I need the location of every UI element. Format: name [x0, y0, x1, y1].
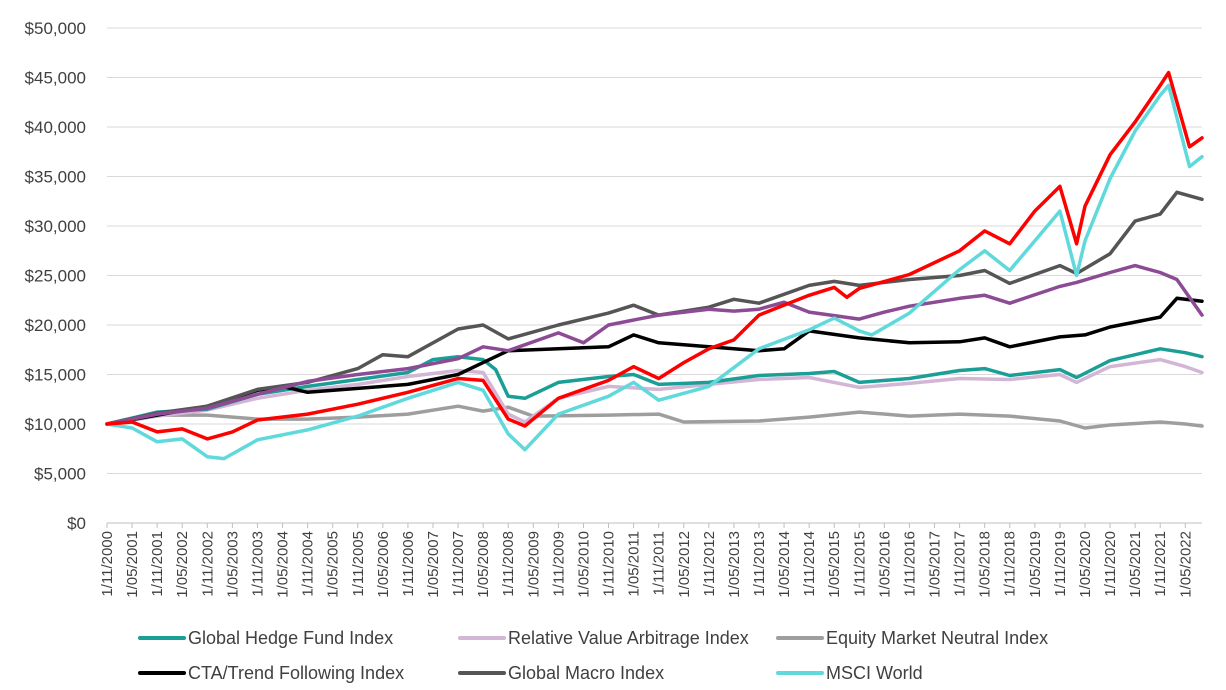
x-tick-label: 1/05/2022 [1177, 531, 1194, 598]
x-tick-label: 1/05/2010 [575, 531, 592, 598]
x-tick-label: 1/05/2009 [525, 531, 542, 598]
y-tick-label: $50,000 [25, 19, 86, 38]
x-tick-label: 1/11/2000 [99, 531, 116, 597]
series-line-cta-trend-following-index [105, 296, 1204, 426]
x-tick-label: 1/05/2012 [676, 531, 693, 598]
x-tick-label: 1/11/2020 [1102, 531, 1119, 597]
x-tick-label: 1/05/2005 [325, 531, 342, 598]
x-tick-label: 1/05/2006 [375, 531, 392, 598]
y-tick-label: $10,000 [25, 415, 86, 434]
legend-label: MSCI World [826, 663, 923, 683]
series-line-msci-world [105, 83, 1204, 461]
x-tick-label: 1/05/2008 [475, 531, 492, 598]
gridlines [107, 27, 1202, 474]
x-tick-label: 1/11/2003 [249, 531, 266, 597]
x-tick-label: 1/05/2017 [927, 531, 944, 598]
x-tick-label: 1/05/2011 [626, 531, 643, 597]
x-tick-label: 1/05/2018 [977, 531, 994, 598]
x-tick-label: 1/11/2015 [851, 531, 868, 597]
legend-label: Equity Market Neutral Index [826, 628, 1048, 648]
x-tick-label: 1/11/2010 [601, 531, 618, 597]
x-tick-label: 1/11/2013 [751, 531, 768, 597]
x-tick-label: 1/11/2009 [550, 531, 567, 597]
series-line-global-hedge-fund-index [105, 347, 1204, 426]
y-tick-label: $5,000 [34, 465, 86, 484]
series-line-equity-market-neutral-index [105, 404, 1204, 430]
x-tick-label: 1/05/2016 [876, 531, 893, 598]
x-tick-label: 1/11/2012 [701, 531, 718, 597]
series-lines [105, 70, 1204, 461]
x-tick-label: 1/11/2021 [1152, 531, 1169, 597]
y-tick-label: $35,000 [25, 168, 86, 187]
legend: Global Hedge Fund Index Relative Value Ar… [138, 628, 1048, 683]
y-tick-label: $0 [67, 514, 86, 533]
x-tick-label: 1/05/2001 [124, 531, 141, 598]
series-line-global-macro-index-purple [105, 263, 1204, 426]
x-tick-label: 1/11/2006 [400, 531, 417, 597]
x-tick-label: 1/05/2014 [776, 531, 793, 598]
x-tick-label: 1/11/2014 [801, 531, 818, 597]
x-tick-label: 1/05/2021 [1127, 531, 1144, 598]
x-tick-label: 1/11/2005 [350, 531, 367, 597]
x-tick-label: 1/11/2001 [149, 531, 166, 597]
x-tick-label: 1/11/2011 [651, 531, 668, 596]
x-tick-label: 1/05/2013 [726, 531, 743, 598]
x-tick-label: 1/11/2016 [901, 531, 918, 597]
y-tick-label: $40,000 [25, 118, 86, 137]
y-tick-label: $25,000 [25, 267, 86, 286]
y-tick-label: $20,000 [25, 316, 86, 335]
legend-label: Relative Value Arbitrage Index [508, 628, 749, 648]
series-line-global-macro-index [105, 190, 1204, 426]
x-axis-tick-labels: 1/11/2000 1/05/2001 1/11/2001 1/05/2002 1/11… [99, 523, 1194, 598]
series-line-relative-value-arbitrage-index [105, 357, 1204, 426]
y-axis-tick-labels: $0 $5,000 $10,000 $15,000 $20,000 $25,000 $30,… [25, 19, 86, 533]
x-tick-label: 1/11/2018 [1002, 531, 1019, 597]
x-tick-label: 1/11/2019 [1052, 531, 1069, 597]
y-tick-label: $45,000 [25, 69, 86, 88]
x-tick-label: 1/05/2015 [826, 531, 843, 598]
x-tick-label: 1/11/2008 [500, 531, 517, 597]
x-tick-label: 1/05/2020 [1077, 531, 1094, 598]
x-tick-label: 1/11/2007 [450, 531, 467, 597]
x-tick-label: 1/05/2004 [275, 531, 292, 598]
x-tick-label: 1/05/2002 [174, 531, 191, 598]
y-tick-label: $30,000 [25, 217, 86, 236]
x-tick-label: 1/11/2017 [952, 531, 969, 597]
x-tick-label: 1/05/2007 [425, 531, 442, 598]
x-tick-label: 1/05/2003 [224, 531, 241, 598]
x-tick-label: 1/11/2002 [199, 531, 216, 597]
legend-label: Global Hedge Fund Index [188, 628, 393, 648]
y-tick-label: $15,000 [25, 366, 86, 385]
legend-label: CTA/Trend Following Index [188, 663, 404, 683]
series-line-red-series [105, 70, 1204, 441]
x-tick-label: 1/11/2004 [300, 531, 317, 597]
x-tick-label: 1/05/2019 [1027, 531, 1044, 598]
legend-label: Global Macro Index [508, 663, 664, 683]
